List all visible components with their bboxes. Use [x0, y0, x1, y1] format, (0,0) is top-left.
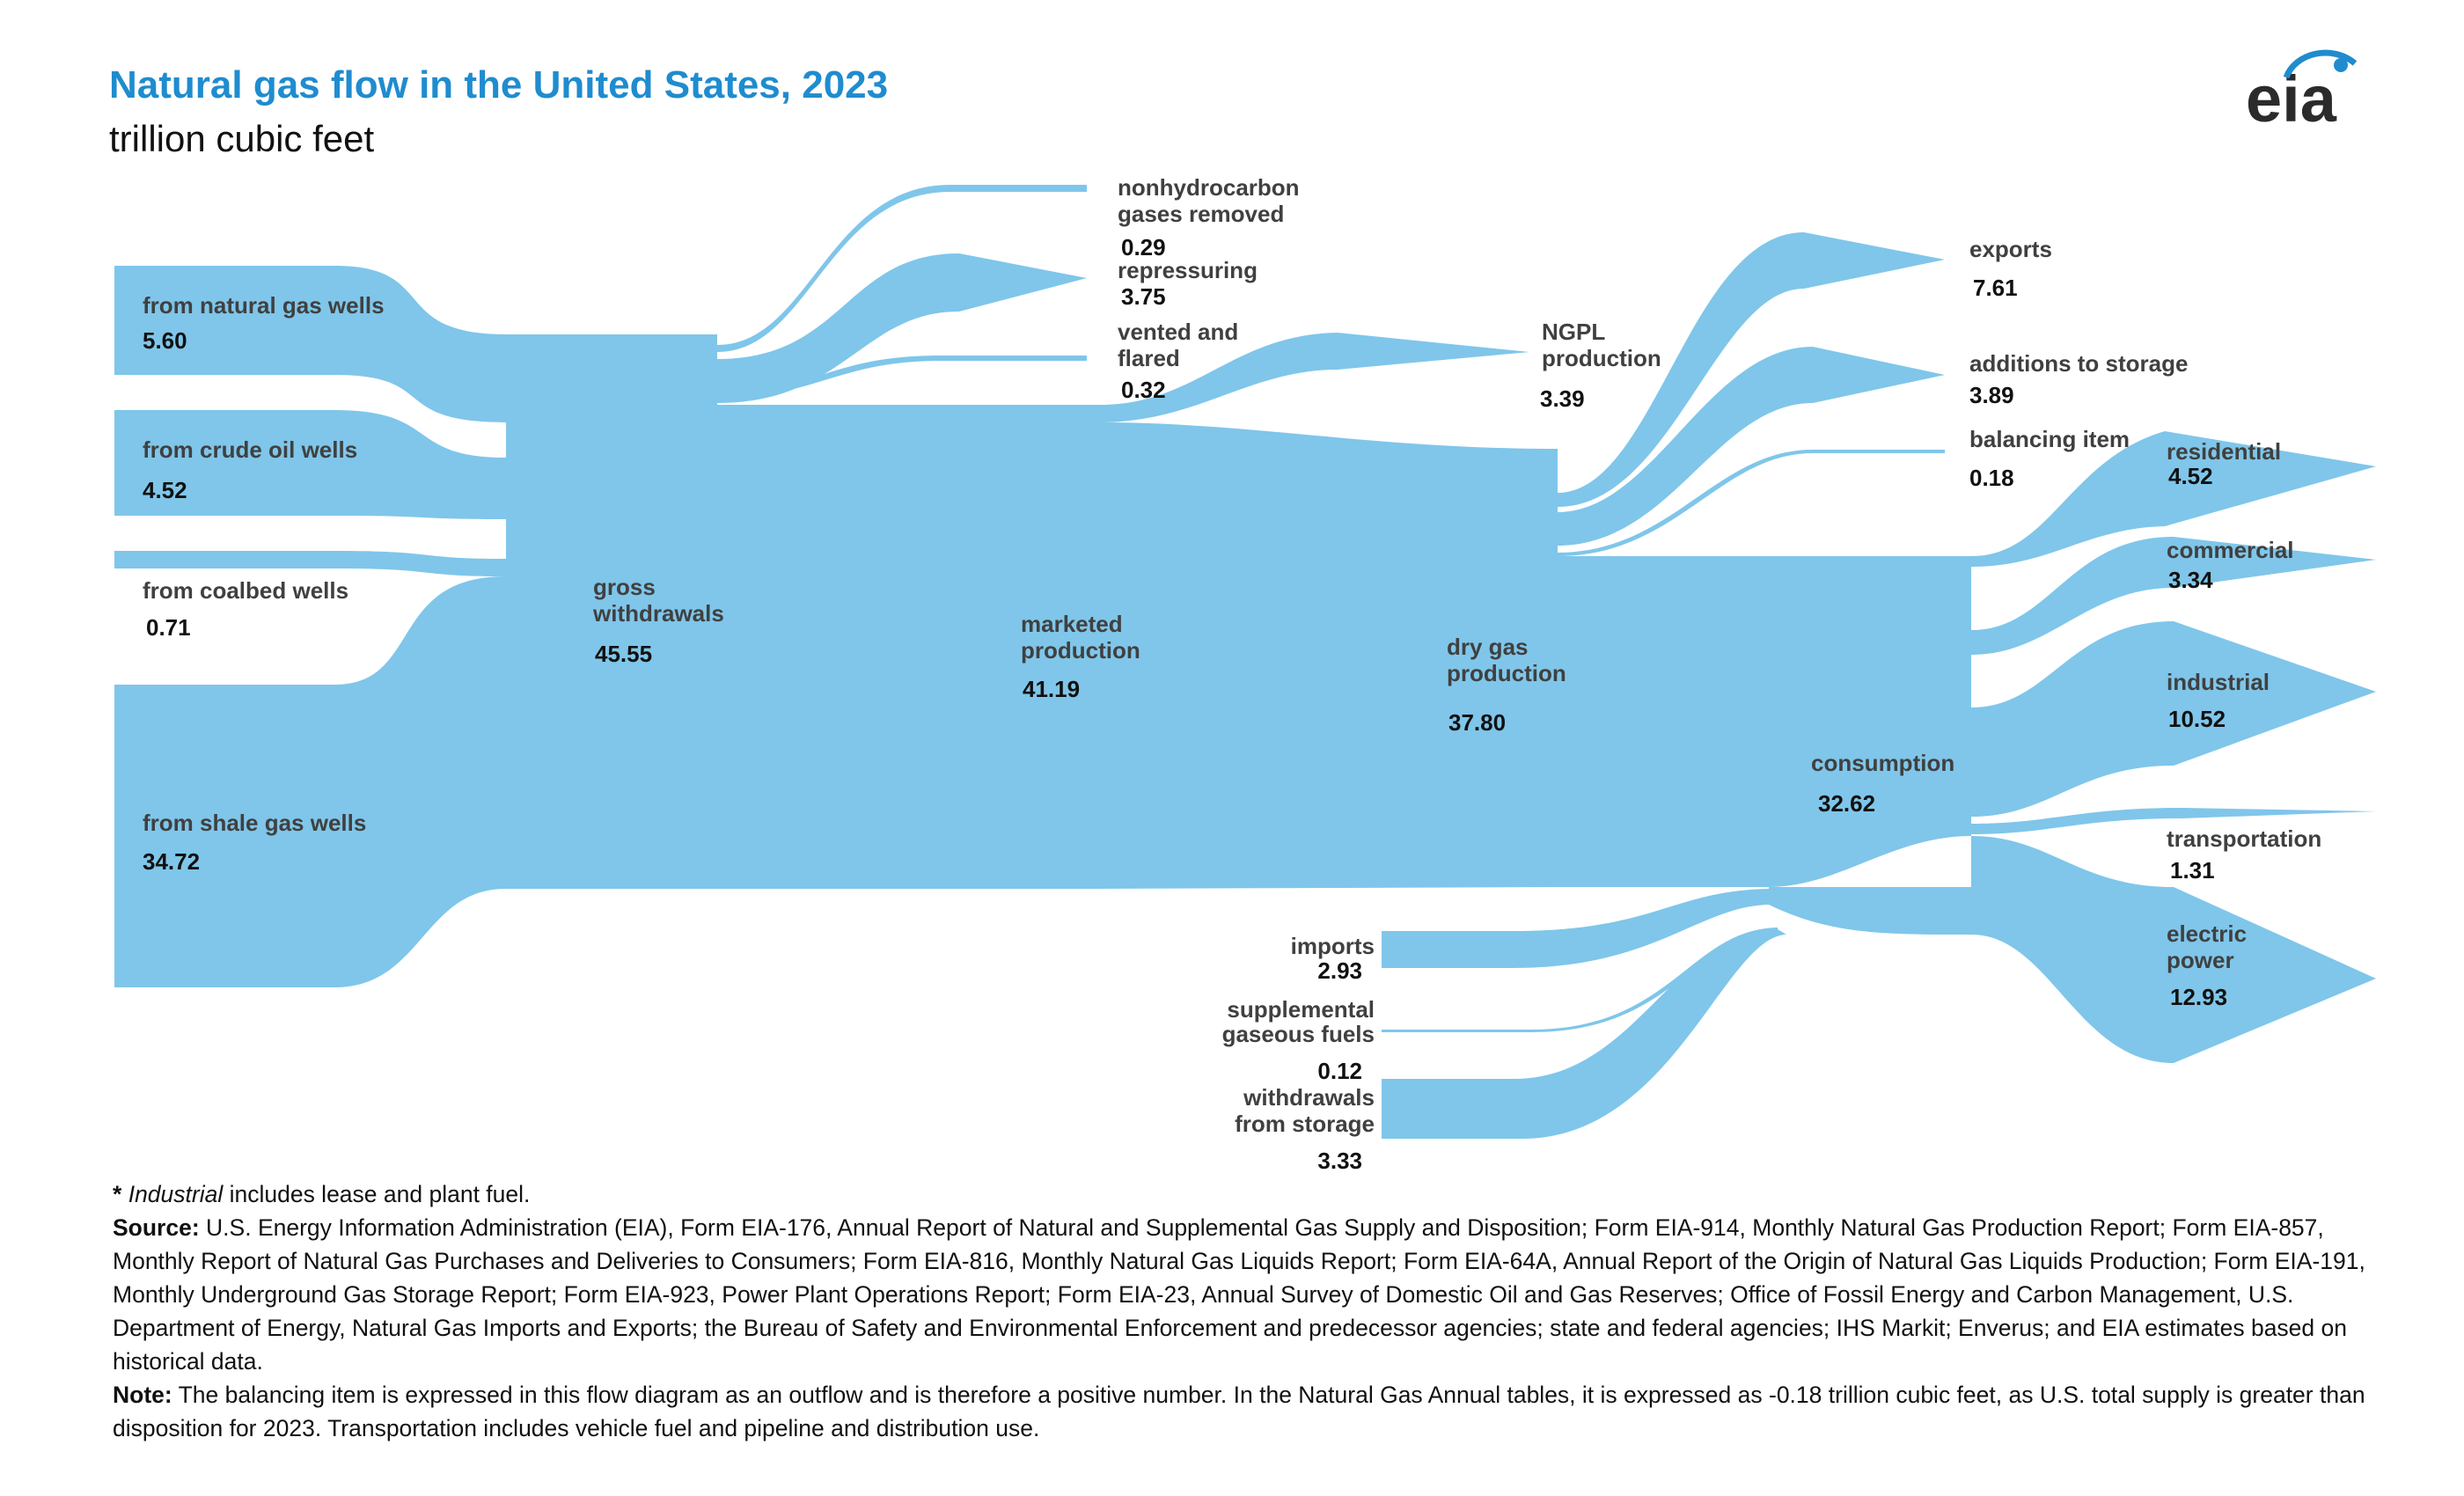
label-vented-flared-1: vented and — [1118, 319, 1238, 345]
node-gross-withdrawals-band — [506, 334, 717, 889]
value-dry-gas-production: 37.80 — [1448, 709, 1506, 736]
value-natural-gas-wells: 5.60 — [143, 327, 187, 354]
flow-balancing-item — [1558, 450, 1945, 556]
label-coalbed-wells: from coalbed wells — [143, 577, 348, 604]
label-natural-gas-wells: from natural gas wells — [143, 292, 385, 319]
flow-commercial — [1971, 537, 2376, 655]
label-electric-power-1: electric — [2167, 920, 2247, 947]
node-dry-gas-production-band — [1100, 422, 1558, 889]
value-industrial: 10.52 — [2168, 706, 2226, 732]
flow-electric-power — [1971, 836, 2376, 1063]
label-crude-oil-wells: from crude oil wells — [143, 436, 357, 463]
label-gross-withdrawals-2: withdrawals — [592, 600, 724, 627]
value-electric-power: 12.93 — [2170, 984, 2227, 1010]
flow-natural-gas-wells — [114, 266, 506, 422]
chart-title: Natural gas flow in the United States, 2… — [109, 63, 889, 106]
label-supplemental-2: gaseous fuels — [1222, 1021, 1375, 1047]
flow-vented-flared — [717, 356, 1087, 398]
label-ngpl-production-1: NGPL — [1542, 319, 1605, 345]
flow-transportation — [1971, 808, 2376, 834]
label-supplemental-1: supplemental — [1227, 996, 1375, 1023]
label-electric-power-2: power — [2167, 947, 2234, 973]
label-vented-flared-2: flared — [1118, 345, 1180, 371]
label-gross-withdrawals-1: gross — [593, 574, 656, 600]
label-nonhydrocarbon-1: nonhydrocarbon — [1118, 174, 1300, 201]
value-commercial: 3.34 — [2168, 567, 2213, 593]
node-marketed-production-band — [717, 405, 1100, 889]
flow-residential — [1971, 431, 2376, 567]
label-dry-gas-production-1: dry gas — [1447, 634, 1529, 660]
label-commercial: commercial — [2167, 537, 2294, 563]
value-supplemental: 0.12 — [1317, 1058, 1362, 1084]
label-imports: imports — [1291, 933, 1375, 959]
label-transportation: transportation — [2167, 825, 2321, 852]
value-additions-to-storage: 3.89 — [1969, 382, 2014, 408]
value-marketed-production: 41.19 — [1023, 676, 1080, 702]
value-residential: 4.52 — [2168, 463, 2213, 489]
eia-logo: eia — [2246, 49, 2358, 128]
label-repressuring: repressuring — [1118, 257, 1258, 283]
value-balancing-item: 0.18 — [1969, 465, 2014, 491]
value-coalbed-wells: 0.71 — [146, 614, 191, 641]
value-imports: 2.93 — [1317, 957, 1362, 984]
label-withdrawals-storage-1: withdrawals — [1243, 1084, 1375, 1111]
flow-exports — [1558, 232, 1945, 507]
value-repressuring: 3.75 — [1121, 283, 1166, 310]
flow-industrial — [1971, 621, 2376, 817]
label-balancing-item: balancing item — [1969, 426, 2130, 452]
label-ngpl-production-2: production — [1542, 345, 1661, 371]
value-transportation: 1.31 — [2170, 857, 2215, 884]
value-crude-oil-wells: 4.52 — [143, 477, 187, 503]
flow-withdrawals-from-storage — [1382, 929, 1786, 1139]
source-note: Source: U.S. Energy Information Administ… — [113, 1214, 2365, 1375]
flow-repressuring — [717, 253, 1087, 403]
footnotes: * Industrial includes lease and plant fu… — [113, 1177, 2365, 1445]
flow-additions-to-storage — [1558, 347, 1945, 546]
value-ngpl-production: 3.39 — [1540, 385, 1585, 412]
label-dry-gas-production-2: production — [1447, 660, 1566, 686]
flow-ngpl-production — [1100, 333, 1529, 422]
label-marketed-production-2: production — [1021, 637, 1140, 664]
value-exports: 7.61 — [1973, 275, 2018, 301]
node-consumption-band — [1769, 556, 1971, 935]
value-gross-withdrawals: 45.55 — [595, 641, 652, 667]
label-marketed-production-1: marketed — [1021, 611, 1123, 637]
label-residential: residential — [2167, 438, 2281, 465]
value-shale-gas-wells: 34.72 — [143, 848, 200, 875]
value-nonhydrocarbon: 0.29 — [1121, 234, 1166, 260]
label-consumption: consumption — [1811, 750, 1954, 776]
flow-coalbed-wells — [114, 551, 506, 576]
label-withdrawals-storage-2: from storage — [1235, 1111, 1375, 1137]
footnote-industrial: * Industrial includes lease and plant fu… — [113, 1181, 531, 1207]
label-exports: exports — [1969, 236, 2052, 262]
value-vented-flared: 0.32 — [1121, 377, 1166, 403]
flow-shale-gas-wells — [114, 576, 506, 987]
flow-imports — [1382, 889, 1769, 968]
label-industrial: industrial — [2167, 669, 2270, 695]
chart-subtitle: trillion cubic feet — [109, 118, 375, 159]
flow-dry-gas-to-consumption — [1558, 556, 1971, 887]
flow-crude-oil-wells — [114, 410, 506, 519]
label-additions-to-storage: additions to storage — [1969, 350, 2188, 377]
label-nonhydrocarbon-2: gases removed — [1118, 201, 1284, 227]
value-consumption: 32.62 — [1818, 790, 1875, 817]
note-balancing: Note: The balancing item is expressed in… — [113, 1382, 2365, 1441]
label-shale-gas-wells: from shale gas wells — [143, 810, 366, 836]
value-withdrawals-storage: 3.33 — [1317, 1148, 1362, 1174]
